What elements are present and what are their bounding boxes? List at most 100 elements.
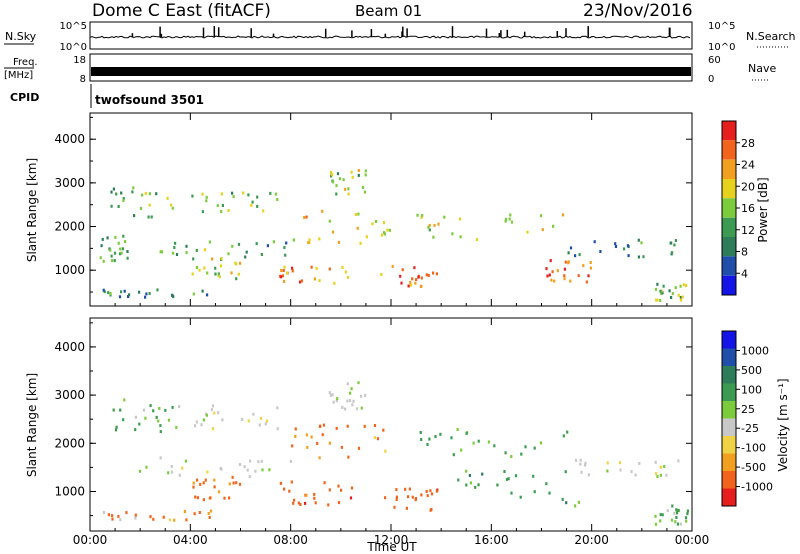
data-cell [239, 261, 242, 265]
data-cell [384, 449, 387, 453]
data-cell [338, 177, 341, 181]
data-cell [679, 284, 682, 288]
data-cell [668, 289, 671, 293]
data-cell [496, 483, 499, 487]
cpid-text: twofsound 3501 [95, 93, 204, 107]
data-cell [307, 241, 310, 245]
nsky-trace [89, 26, 691, 39]
data-cell [371, 222, 374, 226]
data-cell [318, 279, 321, 283]
data-cell [426, 494, 429, 498]
data-cell [232, 195, 235, 199]
data-cell [439, 432, 442, 436]
data-cell [677, 459, 680, 463]
data-cell [584, 461, 587, 465]
data-cell [207, 512, 210, 515]
data-cell [152, 517, 155, 521]
data-cell [336, 397, 339, 401]
data-cell [433, 223, 436, 227]
data-cell [294, 435, 297, 438]
data-cell [265, 419, 269, 423]
data-cell [459, 217, 462, 221]
colorbar-swatch [722, 179, 736, 199]
data-cell [206, 293, 209, 297]
data-cell [109, 248, 112, 252]
nsearch-tick-top: 10^5 [708, 21, 735, 32]
data-cell [675, 511, 679, 515]
colorbar-swatch [722, 471, 736, 489]
data-cell [122, 418, 125, 422]
data-cell [209, 496, 212, 500]
data-cell [579, 458, 582, 462]
data-cell [331, 393, 334, 397]
data-cell [545, 267, 548, 271]
data-cell [328, 219, 331, 223]
velocity-colorbar: Velocity [m s⁻¹] 1000 500 100 25 -25 -100 -500… [721, 330, 790, 507]
data-cell [134, 516, 137, 520]
data-cell [451, 232, 454, 236]
data-cell [380, 273, 383, 276]
data-cell [115, 192, 118, 196]
data-cell [292, 501, 295, 505]
data-cell [659, 299, 662, 302]
data-cell [159, 430, 162, 434]
data-cell [344, 187, 347, 191]
nsky-tick-bottom: 10^0 [60, 42, 87, 53]
data-cell [409, 280, 412, 284]
data-cell [469, 481, 472, 485]
data-cell [507, 477, 510, 481]
data-cell [125, 511, 128, 515]
data-cell [164, 408, 167, 412]
data-cell [297, 501, 300, 505]
data-cell [427, 225, 430, 229]
colorbar-tick-label: 500 [741, 364, 762, 377]
data-cell [258, 423, 261, 427]
data-cell [167, 471, 170, 475]
data-cell [510, 220, 514, 224]
data-cell [432, 271, 435, 275]
data-cell [112, 408, 115, 412]
data-cell [510, 491, 513, 495]
data-cell [299, 280, 302, 284]
data-cell [111, 517, 114, 521]
data-cell [318, 237, 321, 241]
velocity-x-ticks: 00:00 04:00 08:00 12:00 16:00 20:00 00:00 [73, 318, 709, 547]
colorbar-tick-label: 24 [741, 159, 755, 172]
data-cell [428, 228, 431, 232]
data-cell [380, 233, 383, 237]
data-cell [138, 469, 142, 473]
data-cell [114, 235, 117, 239]
data-cell [404, 487, 407, 491]
data-cell [420, 438, 423, 441]
data-cell [477, 439, 480, 443]
data-cell [347, 187, 350, 191]
data-cell [676, 522, 680, 526]
data-cell [660, 292, 663, 295]
data-cell [335, 426, 338, 430]
colorbar-tick-label: 4 [741, 267, 748, 280]
data-cell [677, 508, 680, 512]
data-cell [283, 265, 286, 269]
data-cell [654, 460, 657, 464]
data-cell [192, 292, 195, 296]
data-cell [192, 481, 195, 485]
y-tick-label: 3000 [54, 176, 85, 190]
data-cell [262, 209, 265, 213]
data-cell [659, 513, 662, 517]
data-cell [364, 173, 367, 177]
data-cell [185, 251, 188, 255]
data-cell [566, 430, 569, 434]
data-cell [401, 268, 404, 272]
data-cell [350, 387, 353, 391]
data-cell [365, 235, 368, 239]
data-cell [583, 463, 587, 467]
data-cell [550, 278, 553, 282]
data-cell [357, 212, 360, 216]
data-cell [614, 245, 618, 248]
data-cell [659, 519, 662, 523]
data-cell [204, 478, 207, 482]
nave-tick-top: 60 [708, 55, 721, 66]
data-cell [654, 522, 657, 526]
data-cell [569, 246, 573, 250]
data-cell [211, 404, 214, 408]
